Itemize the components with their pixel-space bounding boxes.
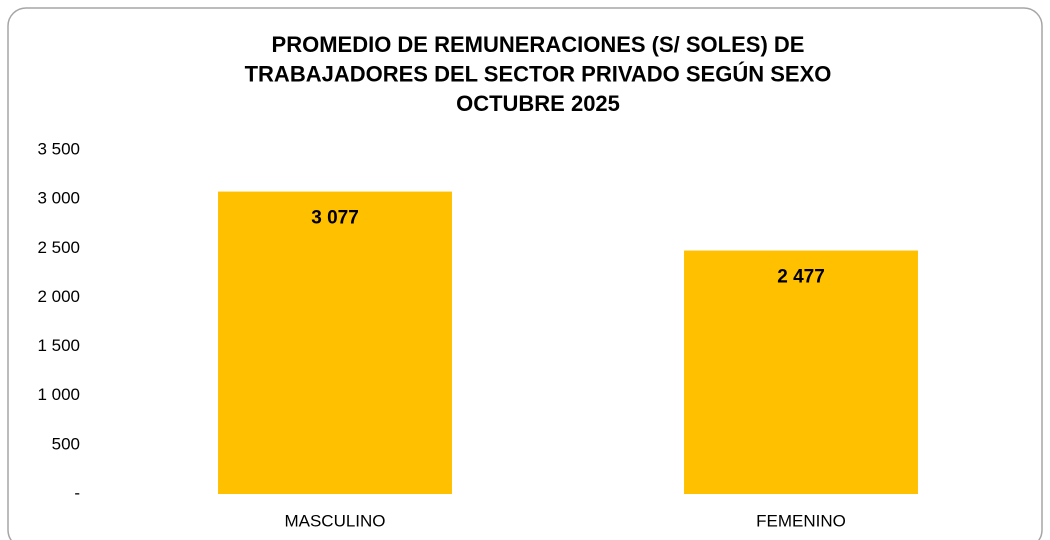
y-tick-label: 3 500 [37, 139, 80, 158]
chart-title: OCTUBRE 2025 [456, 91, 620, 116]
chart-title: PROMEDIO DE REMUNERACIONES (S/ SOLES) DE [272, 32, 805, 57]
value-label: 3 077 [311, 208, 359, 229]
y-tick-label: 1 500 [37, 336, 80, 355]
y-tick-label: 3 000 [37, 189, 80, 208]
y-tick-label: 1 000 [37, 385, 80, 404]
y-tick-label: 500 [52, 434, 80, 453]
x-tick-label: FEMENINO [756, 511, 846, 530]
chart-title: TRABAJADORES DEL SECTOR PRIVADO SEGÚN SE… [245, 61, 832, 86]
y-tick-label: - [74, 483, 80, 502]
x-tick-label: MASCULINO [284, 511, 385, 530]
bar [684, 250, 918, 494]
y-tick-label: 2 000 [37, 287, 80, 306]
bar [218, 191, 452, 494]
value-label: 2 477 [777, 267, 825, 288]
y-tick-label: 2 500 [37, 238, 80, 257]
